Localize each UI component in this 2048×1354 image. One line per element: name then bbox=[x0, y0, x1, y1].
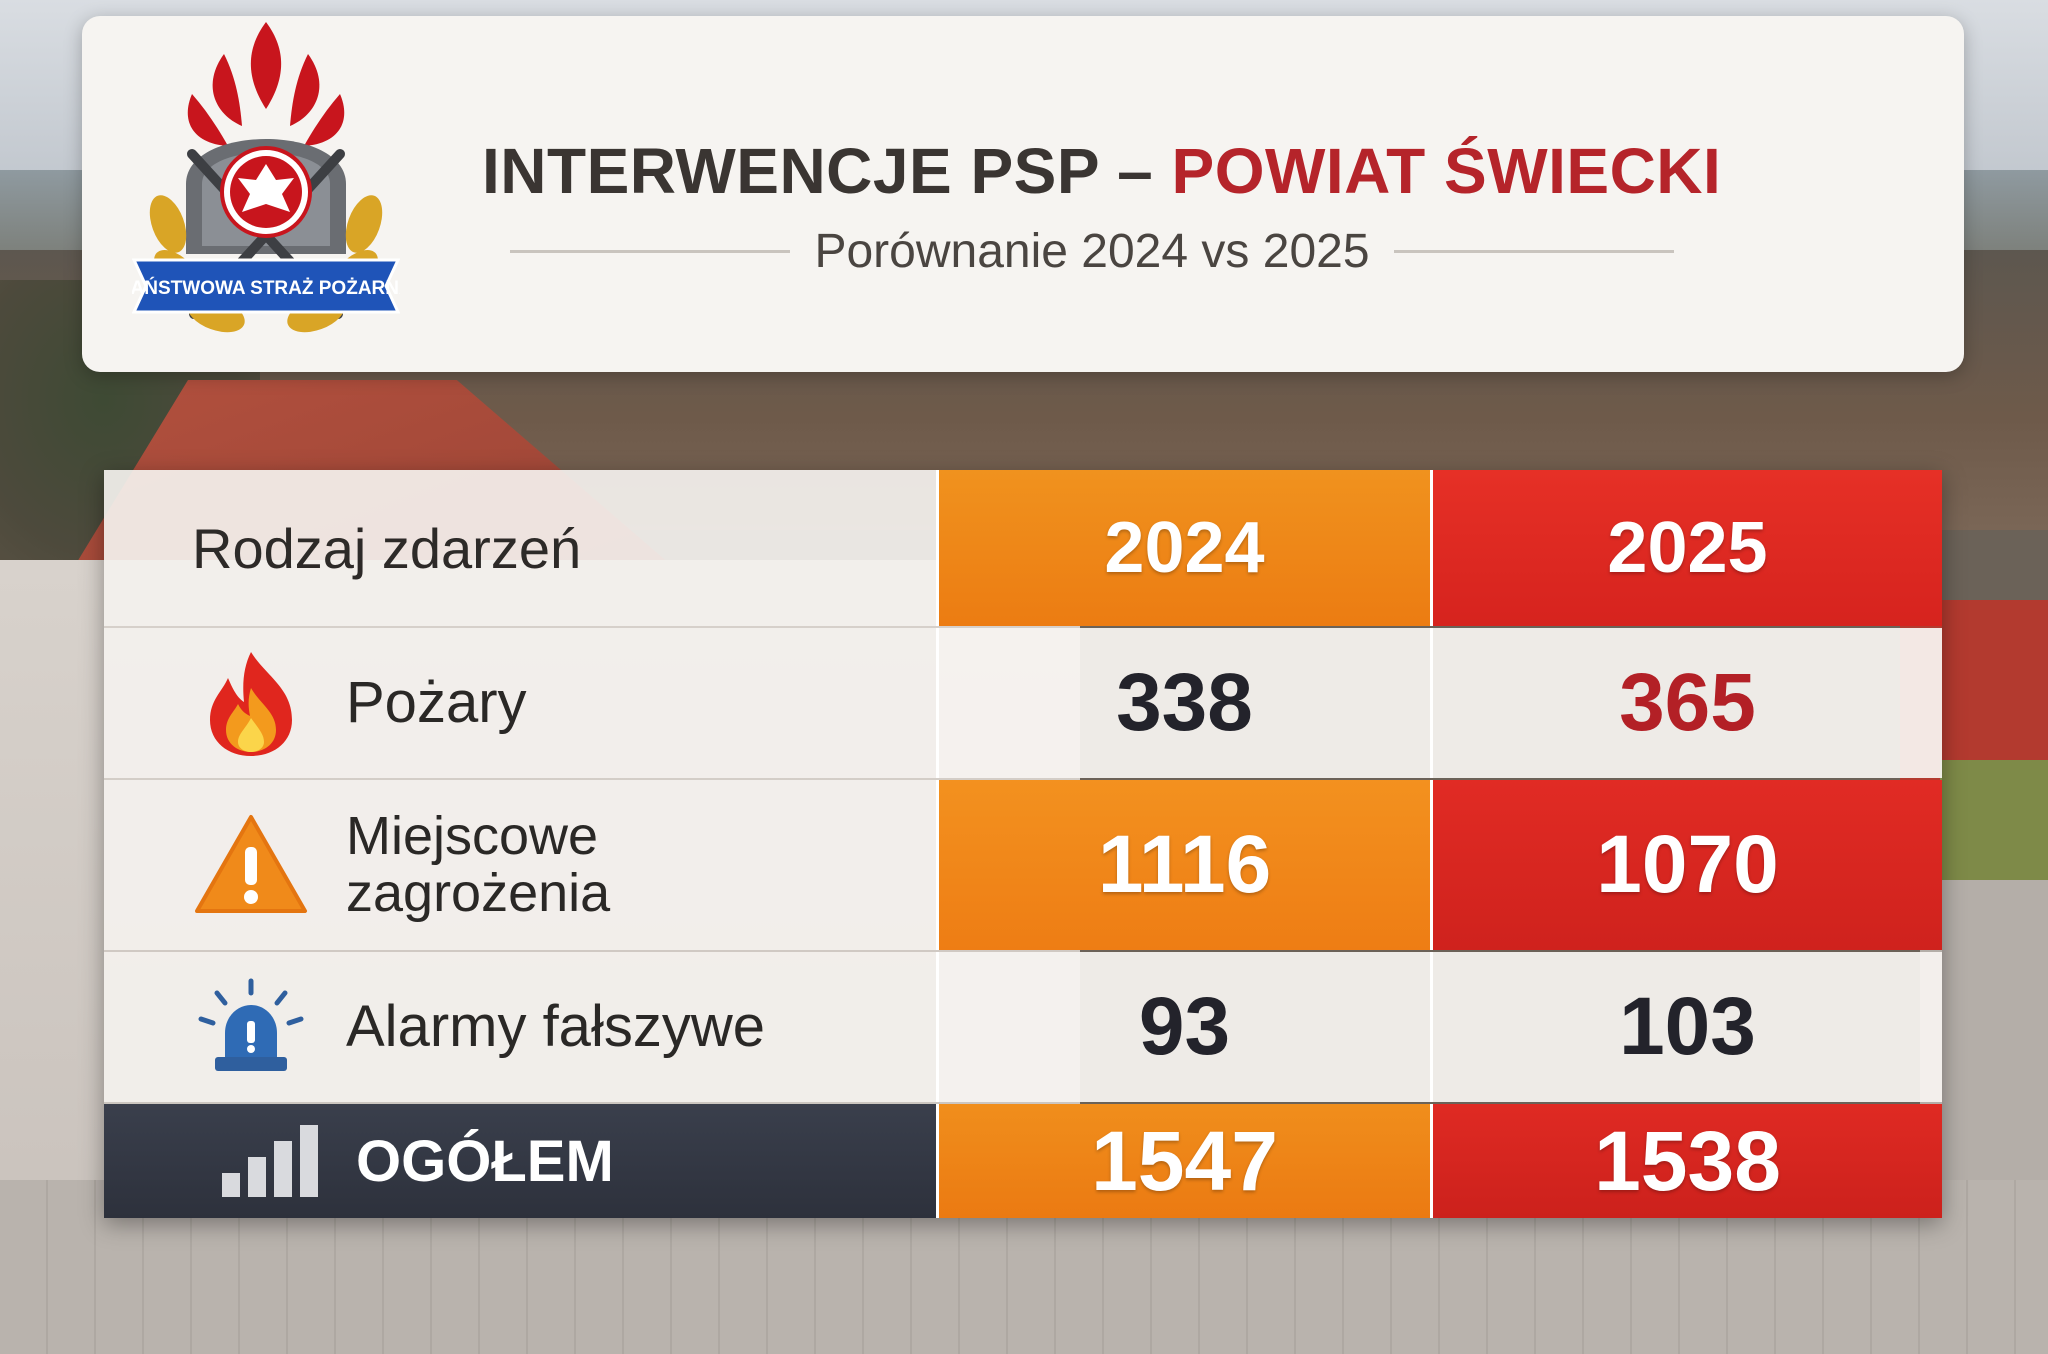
total-label: OGÓŁEM bbox=[356, 1128, 614, 1194]
subtitle-rule-right bbox=[1393, 249, 1674, 253]
header-label: Rodzaj zdarzeń bbox=[192, 516, 582, 580]
warning-icon bbox=[192, 806, 310, 924]
row-label-cell: Miejscowe zagrożenia bbox=[104, 780, 936, 950]
header-2024-cell: 2024 bbox=[936, 470, 1430, 626]
row-label-cell: Pożary bbox=[104, 628, 936, 778]
header-2025-cell: 2025 bbox=[1430, 470, 1942, 626]
value-2025: 365 bbox=[1619, 657, 1756, 748]
total-2025-cell: 1538 bbox=[1430, 1104, 1942, 1218]
total-2024-cell: 1547 bbox=[936, 1104, 1430, 1218]
value-2025-cell: 1070 bbox=[1430, 780, 1942, 950]
value-2024-cell: 93 bbox=[936, 952, 1430, 1102]
value-2025: 1070 bbox=[1596, 819, 1779, 910]
value-2025-cell: 365 bbox=[1430, 628, 1942, 778]
psp-logo: PAŃSTWOWA STRAŻ POŻARNA bbox=[132, 22, 400, 333]
row-label-line-1: Miejscowe bbox=[346, 806, 599, 867]
siren-icon bbox=[192, 968, 310, 1086]
page-title: INTERWENCJE PSP – POWIAT ŚWIECKI bbox=[482, 134, 1721, 208]
logo-flames bbox=[187, 22, 345, 146]
value-2025-cell: 103 bbox=[1430, 952, 1942, 1102]
table-row-alarmy-falszywe: Alarmy fałszywe 93 103 bbox=[104, 952, 1942, 1102]
row-label: Alarmy fałszywe bbox=[346, 994, 765, 1059]
header-year-2025: 2025 bbox=[1607, 508, 1768, 588]
value-2025: 103 bbox=[1619, 981, 1756, 1072]
value-2024: 338 bbox=[1116, 657, 1253, 748]
total-2024: 1547 bbox=[1091, 1113, 1278, 1208]
logo-banner-text: PAŃSTWOWA STRAŻ POŻARNA bbox=[132, 277, 400, 299]
value-2024-cell: 338 bbox=[936, 628, 1430, 778]
title-accent: POWIAT ŚWIECKI bbox=[1171, 135, 1722, 207]
logo-banner bbox=[132, 258, 400, 314]
row-label: Miejscowe zagrożenia bbox=[346, 808, 610, 921]
total-2025: 1538 bbox=[1594, 1113, 1781, 1208]
eagle-icon bbox=[238, 164, 294, 212]
total-label-cell: OGÓŁEM bbox=[104, 1104, 936, 1218]
subtitle-rule-left bbox=[510, 249, 791, 253]
value-2024-cell: 1116 bbox=[936, 780, 1430, 950]
header-label-cell: Rodzaj zdarzeń bbox=[104, 470, 936, 626]
bar-chart-icon bbox=[222, 1125, 318, 1197]
comparison-table: Rodzaj zdarzeń 2024 2025 Pożary 338 365 bbox=[104, 470, 1942, 1218]
header-year-2024: 2024 bbox=[1104, 508, 1265, 588]
title-main: INTERWENCJE PSP – bbox=[482, 135, 1172, 207]
table-row-pozary: Pożary 338 365 bbox=[104, 628, 1942, 778]
row-label-line-2: zagrożenia bbox=[346, 863, 611, 923]
fire-icon bbox=[192, 644, 310, 762]
table-row-miejscowe-zagrozenia: Miejscowe zagrożenia 1116 1070 bbox=[104, 780, 1942, 950]
background-grass bbox=[1940, 760, 2048, 900]
row-label-cell: Alarmy fałszywe bbox=[104, 952, 936, 1102]
value-2024: 1116 bbox=[1097, 819, 1272, 910]
page-subtitle: Porównanie 2024 vs 2025 bbox=[814, 224, 1370, 278]
value-2024: 93 bbox=[1138, 981, 1231, 1072]
row-label: Pożary bbox=[346, 670, 527, 735]
subtitle-row: Porównanie 2024 vs 2025 bbox=[482, 221, 1702, 281]
table-header-row: Rodzaj zdarzeń 2024 2025 bbox=[104, 470, 1942, 626]
table-row-total: OGÓŁEM 1547 1538 bbox=[104, 1104, 1942, 1218]
